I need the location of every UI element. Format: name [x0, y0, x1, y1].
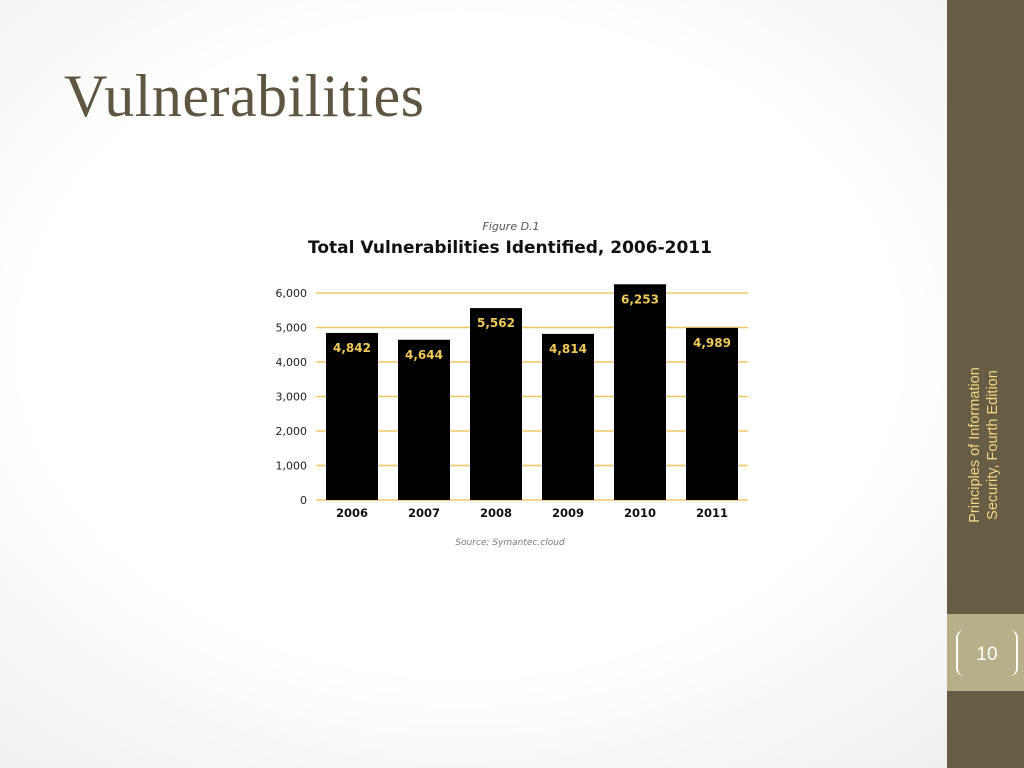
- x-tick-label: 2006: [336, 506, 368, 520]
- data-label: 4,814: [549, 342, 587, 356]
- bar: [614, 284, 666, 500]
- bar: [326, 332, 378, 500]
- page-number: 10: [976, 644, 998, 665]
- page-number-box: [947, 614, 1024, 691]
- y-tick-label: 4,000: [276, 356, 308, 369]
- y-tick-label: 2,000: [276, 425, 308, 438]
- page-number-bracket: [956, 630, 1018, 676]
- x-tick-label: 2010: [624, 506, 656, 520]
- x-tick-label: 2011: [696, 506, 728, 520]
- data-label: 6,253: [621, 292, 659, 306]
- y-tick-label: 0: [300, 494, 307, 507]
- y-tick-label: 1,000: [276, 460, 308, 473]
- bar: [542, 333, 594, 500]
- y-tick-label: 3,000: [276, 391, 308, 404]
- x-tick-label: 2007: [408, 506, 440, 520]
- slide-title: Vulnerabilities: [64, 63, 425, 129]
- y-tick-label: 5,000: [276, 322, 308, 335]
- x-tick-label: 2009: [552, 506, 584, 520]
- chart-title: Total Vulnerabilities Identified, 2006-2…: [308, 238, 712, 258]
- data-label: 4,644: [405, 348, 443, 362]
- data-label: 4,989: [693, 336, 731, 350]
- chart-source: Source: Symantec.cloud: [455, 538, 565, 548]
- figure-label: Figure D.1: [482, 220, 540, 233]
- bar: [686, 327, 738, 500]
- data-label: 5,562: [477, 316, 515, 330]
- bar: [470, 308, 522, 500]
- x-tick-label: 2008: [480, 506, 512, 520]
- bar: [398, 339, 450, 500]
- data-label: 4,842: [333, 341, 371, 355]
- y-tick-label: 6,000: [276, 287, 308, 300]
